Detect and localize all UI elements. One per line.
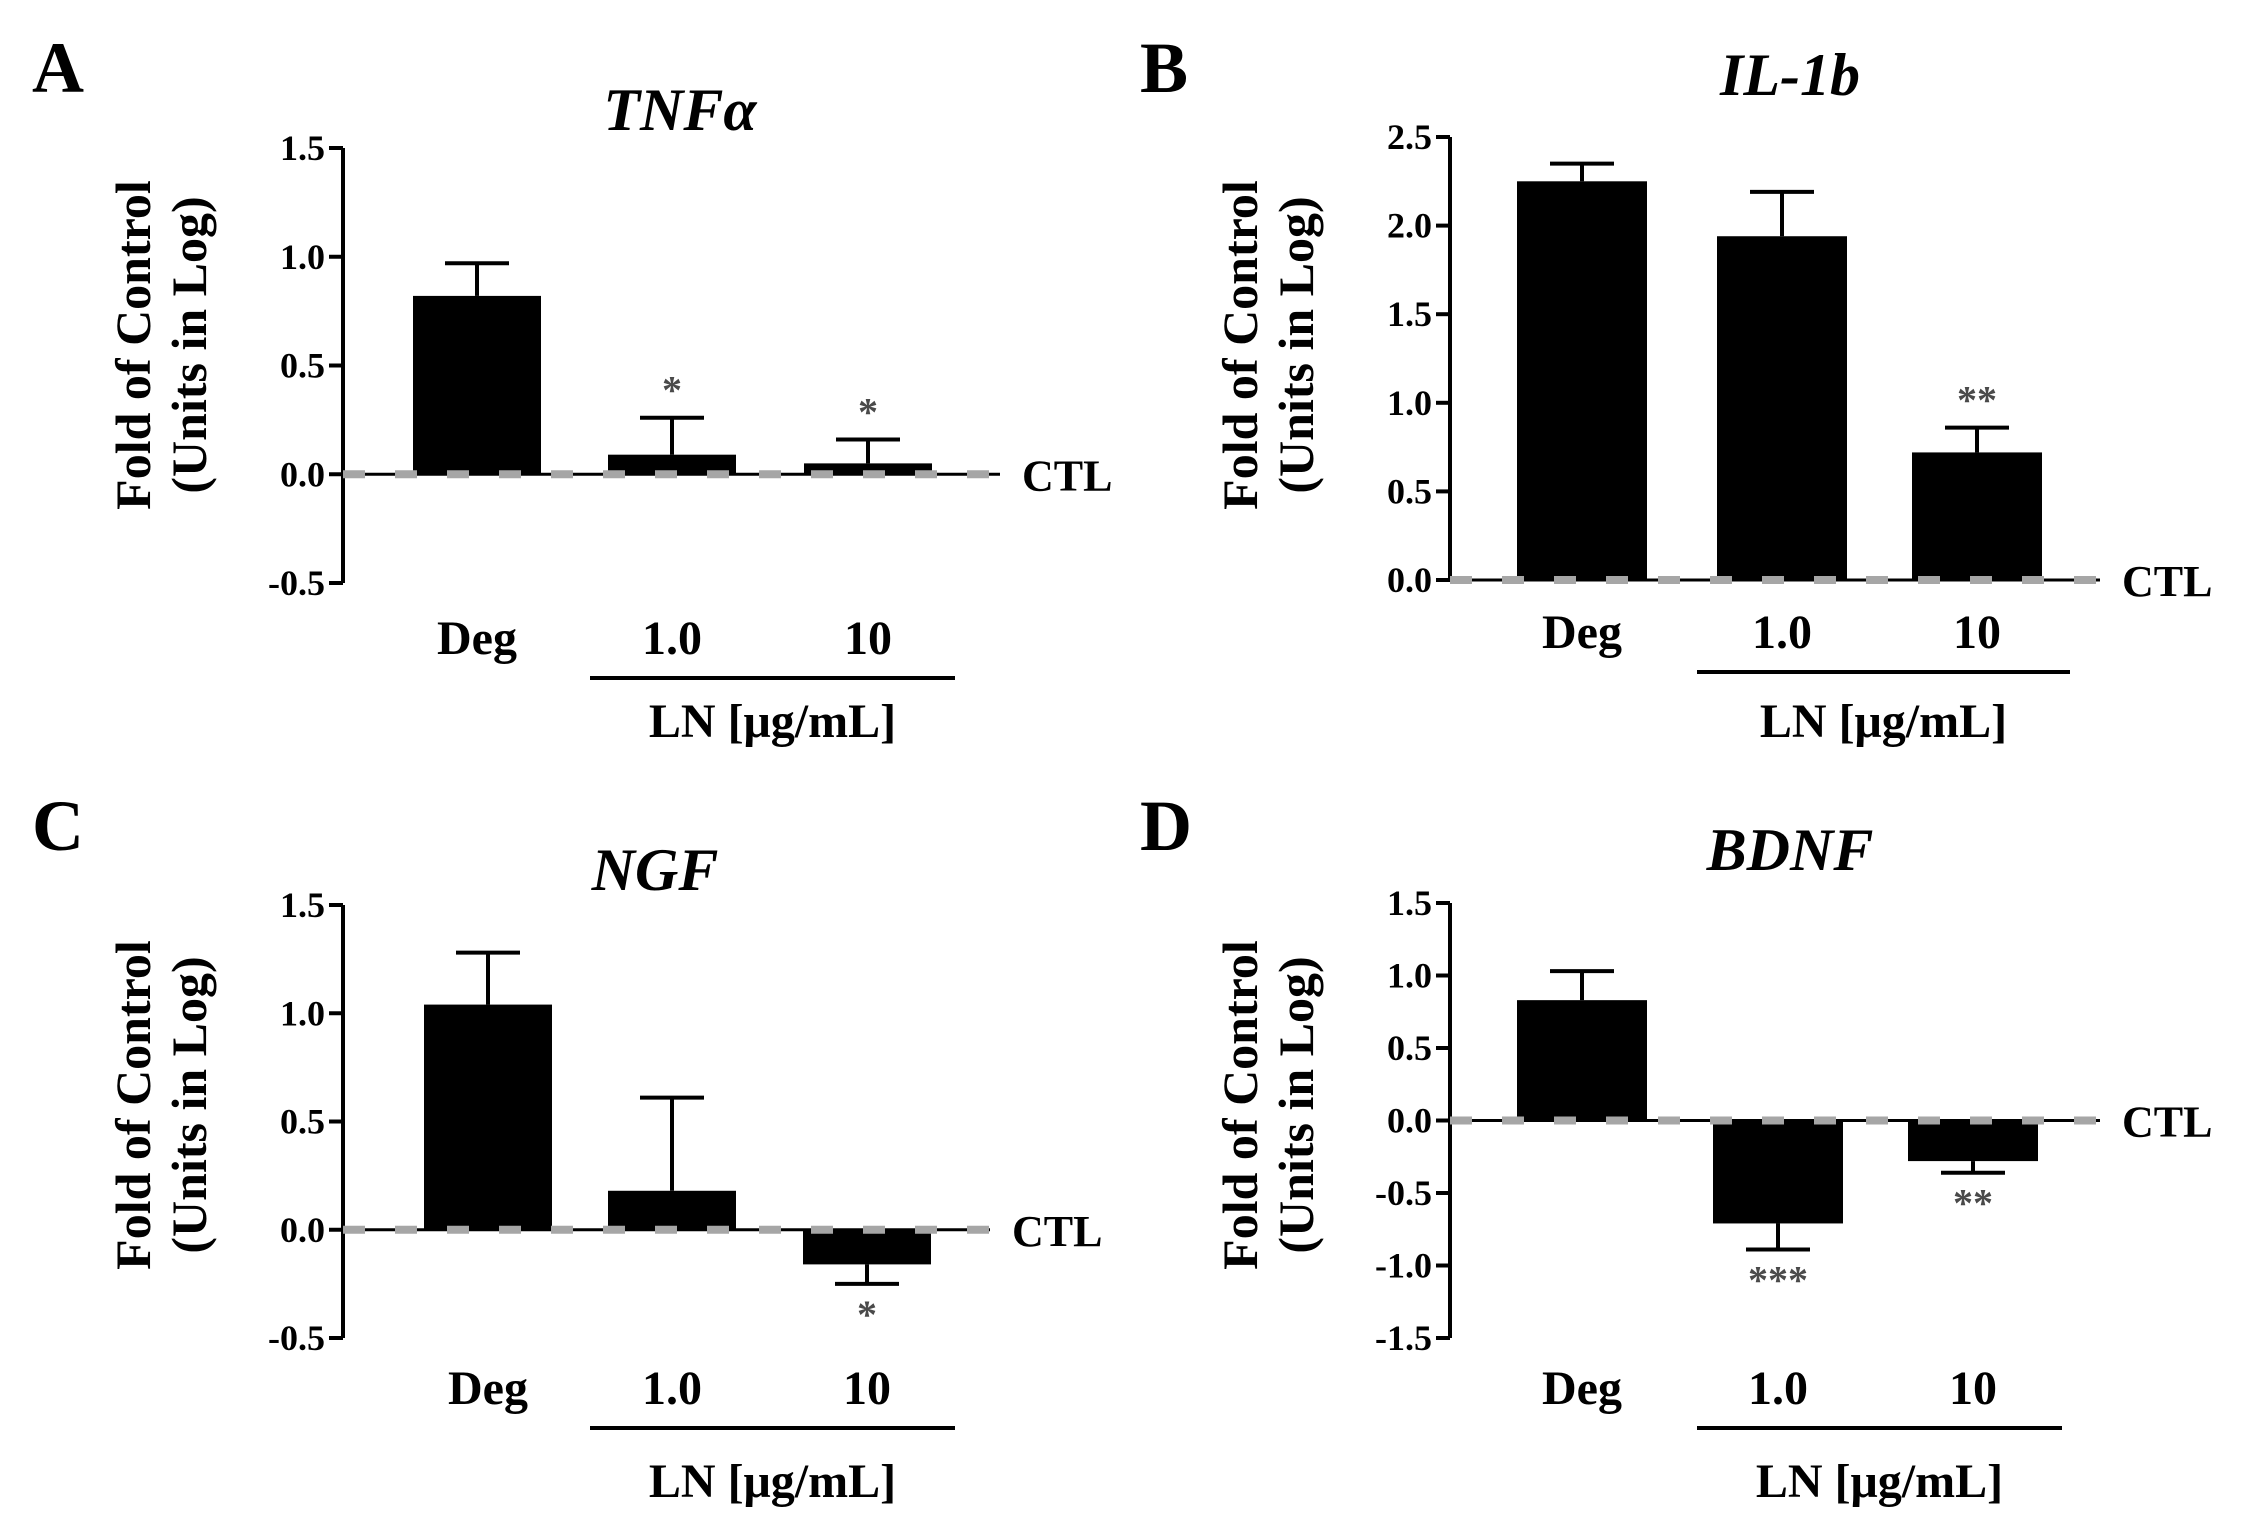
x-category-label: 1.0 bbox=[1752, 606, 1812, 659]
x-category-label: 1.0 bbox=[642, 1362, 702, 1415]
panel-d: D BDNF Fold of Control (Units in Log) 1.5 1.0… bbox=[1140, 786, 2212, 1508]
y-tick-label: 0.5 bbox=[1387, 1028, 1432, 1068]
panel-letter: B bbox=[1140, 28, 1188, 108]
y-tick-label: -0.5 bbox=[268, 563, 325, 603]
bar bbox=[1908, 1120, 2038, 1162]
significance-marker: *** bbox=[1748, 1258, 1808, 1303]
bar bbox=[608, 1190, 736, 1230]
bar bbox=[1713, 1120, 1843, 1224]
bar bbox=[1517, 181, 1647, 581]
y-tick-label: 0.5 bbox=[280, 1102, 325, 1142]
bar bbox=[413, 295, 541, 475]
y-axis-label-line2: (Units in Log) bbox=[161, 956, 217, 1253]
ctl-label: CTL bbox=[2122, 1098, 2212, 1147]
significance-marker: * bbox=[858, 389, 878, 434]
y-axis-label: Fold of Control (Units in Log) bbox=[1212, 180, 1324, 510]
panel-letter: A bbox=[32, 28, 84, 108]
y-tick-label: 0.0 bbox=[1387, 560, 1432, 600]
x-category-label: 1.0 bbox=[1748, 1362, 1808, 1415]
y-axis-label-line2: (Units in Log) bbox=[1268, 196, 1324, 493]
y-tick-label: -1.0 bbox=[1375, 1246, 1432, 1286]
x-category-label: 10 bbox=[844, 612, 892, 665]
panel-a: A TNFα Fold of Control (Units in Log) 1.5 1.0… bbox=[32, 28, 1112, 748]
x-category-label: 1.0 bbox=[642, 612, 702, 665]
panel-title: TNFα bbox=[603, 77, 757, 143]
significance-marker: * bbox=[857, 1292, 877, 1337]
y-tick-label: 0.5 bbox=[280, 346, 325, 386]
y-axis-label-line1: Fold of Control bbox=[1212, 940, 1268, 1270]
y-tick-label: -1.5 bbox=[1375, 1318, 1432, 1358]
y-axis-label-line1: Fold of Control bbox=[105, 940, 161, 1270]
group-label: LN [μg/mL] bbox=[649, 1455, 896, 1508]
panel-letter: D bbox=[1140, 786, 1192, 866]
y-tick-label: 1.5 bbox=[280, 885, 325, 925]
panel-c: C NGF Fold of Control (Units in Log) 1.5 1.0 0… bbox=[32, 786, 1102, 1508]
bar bbox=[608, 454, 736, 475]
x-category-label: Deg bbox=[437, 612, 517, 665]
y-axis-label: Fold of Control (Units in Log) bbox=[1212, 940, 1324, 1270]
y-tick-label: 0.0 bbox=[1387, 1101, 1432, 1141]
y-tick-label: 1.5 bbox=[280, 128, 325, 168]
y-tick-label: 1.0 bbox=[1387, 956, 1432, 996]
y-axis-label-line2: (Units in Log) bbox=[161, 196, 217, 493]
y-axis-label-line1: Fold of Control bbox=[105, 180, 161, 510]
group-label: LN [μg/mL] bbox=[1756, 1455, 2003, 1508]
panel-title: BDNF bbox=[1706, 817, 1874, 883]
ctl-label: CTL bbox=[2122, 557, 2212, 606]
y-tick-label: 0.0 bbox=[280, 454, 325, 494]
y-axis-label-line2: (Units in Log) bbox=[1268, 956, 1324, 1253]
bar bbox=[1717, 236, 1847, 580]
x-category-label: 10 bbox=[1949, 1362, 1997, 1415]
y-axis-label-line1: Fold of Control bbox=[1212, 180, 1268, 510]
ctl-label: CTL bbox=[1022, 451, 1112, 500]
y-tick-label: -0.5 bbox=[1375, 1173, 1432, 1213]
bar bbox=[1912, 452, 2042, 580]
significance-marker: ** bbox=[1953, 1181, 1993, 1226]
panel-title: NGF bbox=[591, 837, 719, 903]
bar bbox=[1517, 1000, 1647, 1121]
y-tick-label: 1.0 bbox=[280, 237, 325, 277]
bar bbox=[803, 1229, 931, 1265]
y-tick-label: 0.0 bbox=[280, 1210, 325, 1250]
x-category-label: 10 bbox=[843, 1362, 891, 1415]
y-tick-label: 1.0 bbox=[280, 993, 325, 1033]
significance-marker: * bbox=[662, 368, 682, 413]
y-tick-label: 0.5 bbox=[1387, 471, 1432, 511]
group-label: LN [μg/mL] bbox=[1760, 695, 2007, 748]
y-axis-label: Fold of Control (Units in Log) bbox=[105, 940, 217, 1270]
x-category-label: 10 bbox=[1953, 606, 2001, 659]
x-category-label: Deg bbox=[448, 1362, 528, 1415]
y-tick-label: 1.5 bbox=[1387, 883, 1432, 923]
panel-title: IL-1b bbox=[1719, 42, 1860, 108]
y-tick-label: 2.0 bbox=[1387, 206, 1432, 246]
bar bbox=[424, 1004, 552, 1230]
x-category-label: Deg bbox=[1542, 606, 1622, 659]
group-label: LN [μg/mL] bbox=[649, 695, 896, 748]
significance-marker: ** bbox=[1957, 378, 1997, 423]
panel-b: B IL-1b Fold of Control (Units in Log) 2.5 2.… bbox=[1140, 28, 2212, 748]
y-axis-label: Fold of Control (Units in Log) bbox=[105, 180, 217, 510]
y-tick-label: 1.5 bbox=[1387, 294, 1432, 334]
y-tick-label: 1.0 bbox=[1387, 383, 1432, 423]
panel-letter: C bbox=[32, 786, 84, 866]
ctl-label: CTL bbox=[1012, 1207, 1102, 1256]
x-category-label: Deg bbox=[1542, 1362, 1622, 1415]
y-tick-label: 2.5 bbox=[1387, 117, 1432, 157]
y-tick-label: -0.5 bbox=[268, 1318, 325, 1358]
bar bbox=[804, 463, 932, 475]
